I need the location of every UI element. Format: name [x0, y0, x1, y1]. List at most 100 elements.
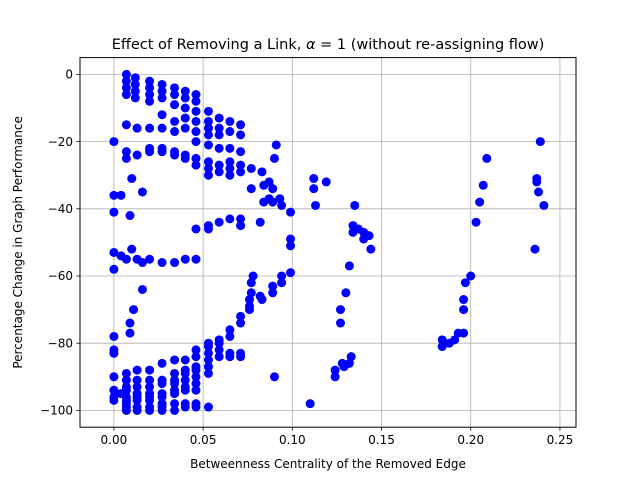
data-point: [286, 268, 296, 278]
data-point: [132, 405, 142, 415]
data-point: [225, 325, 235, 335]
data-point: [236, 160, 246, 170]
data-point: [121, 69, 131, 79]
data-point: [236, 130, 246, 140]
data-point: [191, 402, 201, 412]
data-point: [145, 254, 155, 264]
data-point: [277, 278, 287, 288]
data-point: [109, 372, 119, 382]
data-point: [330, 372, 340, 382]
data-point: [170, 127, 180, 137]
data-point: [109, 190, 119, 200]
data-point: [191, 352, 201, 362]
chart-title: Effect of Removing a Link, α = 1 (withou…: [112, 37, 545, 53]
data-point: [125, 328, 135, 338]
data-point: [530, 244, 540, 254]
data-point: [246, 163, 256, 173]
data-point: [170, 368, 180, 378]
data-point: [214, 345, 224, 355]
data-point: [170, 83, 180, 93]
data-point: [264, 177, 274, 187]
data-point: [157, 79, 167, 89]
data-point: [127, 244, 137, 254]
data-point: [191, 365, 201, 375]
data-point: [532, 177, 542, 187]
data-point: [311, 200, 321, 210]
plot-frame: [79, 57, 577, 428]
data-point: [269, 372, 279, 382]
data-point: [170, 258, 180, 268]
data-point: [482, 153, 492, 163]
data-point: [203, 140, 213, 150]
data-point: [170, 90, 180, 100]
data-point: [180, 254, 190, 264]
data-point: [145, 143, 155, 153]
data-point: [214, 160, 224, 170]
data-point: [191, 106, 201, 116]
data-point: [225, 170, 235, 180]
data-point: [244, 305, 254, 315]
data-point: [309, 184, 319, 194]
data-point: [268, 184, 278, 194]
data-point: [121, 368, 131, 378]
data-point: [203, 348, 213, 358]
data-point: [109, 137, 119, 147]
data-point: [214, 123, 224, 133]
data-point: [191, 379, 201, 389]
data-point: [191, 345, 201, 355]
data-point: [203, 170, 213, 180]
data-point: [157, 392, 167, 402]
data-point: [203, 123, 213, 133]
data-point: [145, 90, 155, 100]
data-point: [268, 197, 278, 207]
data-point: [539, 200, 549, 210]
data-point: [344, 261, 354, 271]
data-point: [459, 295, 469, 305]
data-point: [214, 167, 224, 177]
data-point: [214, 352, 224, 362]
data-point: [145, 76, 155, 86]
data-point: [305, 399, 315, 409]
data-point: [132, 375, 142, 385]
data-point: [203, 362, 213, 372]
data-point: [203, 116, 213, 126]
data-point: [157, 86, 167, 96]
data-point: [170, 116, 180, 126]
data-point: [203, 157, 213, 167]
data-point: [180, 113, 190, 123]
x-tick-label: 0.10: [279, 433, 306, 447]
data-point: [203, 355, 213, 365]
data-point: [535, 137, 545, 147]
data-point: [145, 382, 155, 392]
data-point: [191, 96, 201, 106]
data-point: [130, 93, 140, 103]
y-axis-ticks: 0 −20 −40 −60 −80 −100: [40, 68, 80, 418]
data-point: [437, 335, 447, 345]
data-point: [121, 90, 131, 100]
data-point: [109, 247, 119, 257]
data-point: [286, 207, 296, 217]
data-point: [157, 358, 167, 368]
data-point: [214, 130, 224, 140]
data-point: [225, 143, 235, 153]
data-point: [180, 355, 190, 365]
data-point: [471, 217, 481, 227]
data-point: [203, 402, 213, 412]
data-point: [170, 399, 180, 409]
data-point: [246, 184, 256, 194]
data-point: [466, 271, 476, 281]
data-point: [335, 318, 345, 328]
data-point: [191, 160, 201, 170]
data-point: [225, 157, 235, 167]
data-point: [268, 288, 278, 298]
data-point: [350, 200, 360, 210]
data-point: [180, 153, 190, 163]
data-point: [145, 96, 155, 106]
data-point: [109, 385, 119, 395]
data-point: [180, 402, 190, 412]
data-point: [203, 163, 213, 173]
data-point: [157, 258, 167, 268]
data-point: [225, 127, 235, 137]
data-point: [225, 331, 235, 341]
data-point: [132, 382, 142, 392]
